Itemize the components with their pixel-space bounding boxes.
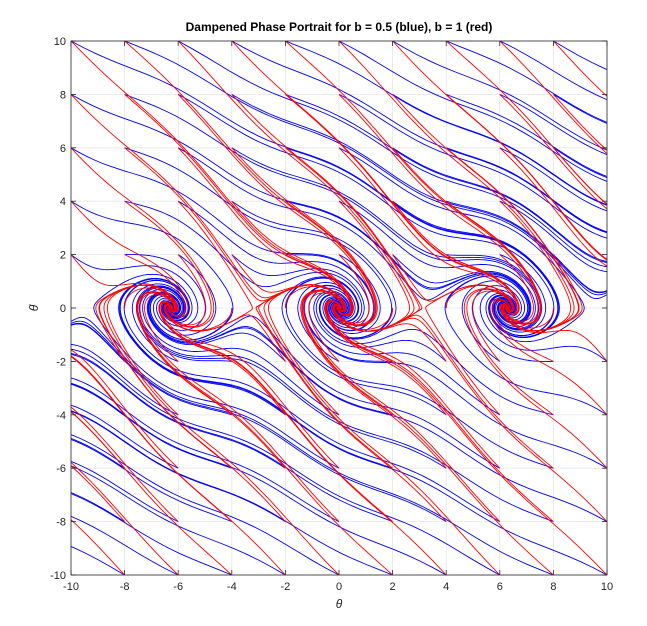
trajectory-red <box>71 465 125 522</box>
trajectory-blue <box>338 94 607 239</box>
trajectories <box>71 41 607 575</box>
trajectory-blue <box>71 515 179 575</box>
trajectory-blue <box>124 41 607 300</box>
y-tick-label: 2 <box>60 250 66 262</box>
trajectory-blue <box>446 147 607 233</box>
y-tick-label: -8 <box>56 517 66 529</box>
trajectory-red <box>163 303 286 362</box>
trajectory-blue <box>392 41 607 151</box>
trajectory-blue <box>285 41 607 206</box>
trajectory-blue <box>499 41 607 101</box>
trajectory-blue <box>553 147 607 179</box>
trajectory-red <box>302 290 554 575</box>
trajectory-blue <box>71 410 286 522</box>
trajectory-red <box>499 303 607 362</box>
y-tick-label: 8 <box>60 89 66 101</box>
trajectory-blue <box>71 492 125 522</box>
trajectory-blue <box>71 465 286 575</box>
trajectory-blue <box>231 94 607 296</box>
trajectory-blue <box>499 147 607 212</box>
trajectory-blue <box>553 41 607 71</box>
trajectory-blue <box>71 404 179 469</box>
x-tick-label: -4 <box>227 581 237 593</box>
trajectory-red <box>463 288 607 469</box>
trajectory-blue <box>71 434 340 575</box>
trajectory-blue <box>338 41 607 182</box>
trajectory-red <box>499 41 607 155</box>
trajectory-red <box>325 300 607 575</box>
x-axis-label: θ <box>336 597 343 611</box>
trajectory-blue <box>446 41 607 123</box>
y-tick-label: 0 <box>60 303 66 315</box>
trajectory-blue <box>71 320 447 522</box>
x-tick-label: 8 <box>550 581 556 593</box>
trajectory-blue <box>71 410 393 575</box>
x-tick-label: 6 <box>497 581 503 593</box>
trajectory-blue <box>499 93 607 156</box>
trajectory-blue <box>71 383 232 469</box>
trajectory-blue <box>71 437 125 469</box>
y-tick-label: -4 <box>56 410 66 422</box>
trajectory-blue <box>392 94 607 206</box>
x-tick-label: -8 <box>120 581 130 593</box>
ticks: -10 -8 -6 -4 -2 0 2 4 6 8 10 -10 -8 -6 -4 -2 0 2 4 6 8 10 <box>50 36 613 593</box>
trajectory-red <box>71 461 179 575</box>
trajectory-red <box>137 291 393 575</box>
trajectory-red <box>553 41 607 97</box>
x-tick-label: 2 <box>390 581 396 593</box>
x-tick-label: -2 <box>281 581 291 593</box>
y-tick-label: -6 <box>56 463 66 475</box>
trajectory-blue <box>553 200 607 234</box>
trajectory-red <box>331 303 607 522</box>
x-tick-label: 4 <box>443 581 449 593</box>
x-tick-label: 10 <box>601 581 613 593</box>
trajectory-blue <box>71 438 232 523</box>
x-tick-label: 0 <box>336 581 342 593</box>
trajectory-red <box>285 254 353 316</box>
y-tick-label: 6 <box>60 143 66 155</box>
trajectory-blue <box>71 316 554 575</box>
trajectory-red <box>489 298 607 416</box>
y-tick-label: 10 <box>54 36 66 48</box>
x-tick-label: -6 <box>173 581 183 593</box>
trajectory-red <box>553 94 607 151</box>
y-tick-label: 4 <box>60 196 66 208</box>
chart-title: Dampened Phase Portrait for b = 0.5 (blu… <box>186 20 493 34</box>
trajectory-blue <box>553 94 607 124</box>
trajectory-blue <box>71 377 340 522</box>
y-tick-label: -10 <box>50 570 66 582</box>
y-axis-label: θ̇ <box>27 304 41 312</box>
trajectory-blue <box>446 93 607 178</box>
trajectory-blue <box>71 460 179 523</box>
x-tick-label: -10 <box>63 581 79 593</box>
trajectory-blue <box>71 545 125 575</box>
y-tick-label: -2 <box>56 356 66 368</box>
trajectory-blue <box>71 383 447 575</box>
trajectory-blue <box>71 493 232 575</box>
trajectory-red <box>158 301 447 575</box>
trajectory-red <box>71 519 125 575</box>
